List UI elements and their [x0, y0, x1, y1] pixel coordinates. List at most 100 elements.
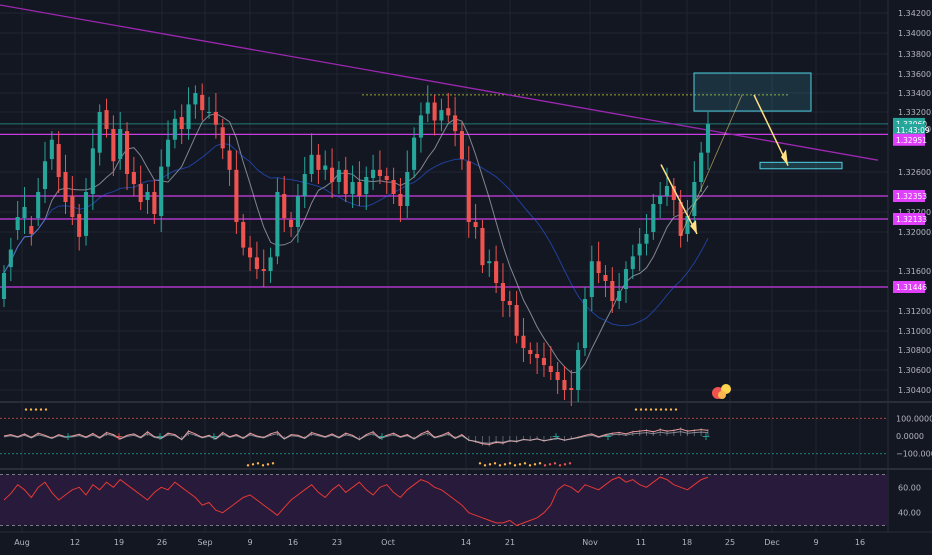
- price-tick-label: 1.34000: [898, 29, 931, 38]
- candle-body: [186, 104, 191, 129]
- candle-body: [1, 273, 7, 299]
- candle-body: [473, 222, 478, 227]
- candles: [1, 83, 711, 406]
- candle-body: [36, 192, 41, 218]
- candle-body: [699, 152, 704, 182]
- projection-arrow-down[interactable]: [753, 94, 789, 166]
- candle-body: [248, 247, 253, 258]
- projection-arrows[interactable]: [660, 94, 789, 237]
- price-tick-label: 1.34200: [898, 9, 931, 18]
- price-tag-label: 1.32133: [896, 215, 927, 224]
- candle-body: [623, 269, 629, 289]
- price-tag[interactable]: [893, 281, 925, 293]
- candle-body: [200, 94, 205, 111]
- candle-body: [466, 161, 471, 222]
- price-tick-label: 1.32200: [898, 208, 931, 217]
- zones[interactable]: [693, 72, 843, 170]
- price-tick-label: 1.30600: [898, 366, 931, 375]
- candle-body: [275, 192, 280, 257]
- candle-body: [494, 261, 499, 283]
- time-tick-label: 11: [636, 538, 646, 547]
- osc-cross-marker: +: [63, 430, 72, 443]
- oscillator-pane: + + + + + + + +: [0, 408, 888, 467]
- osc-dot-lower: [498, 464, 502, 467]
- target-zone[interactable]: [759, 161, 843, 170]
- osc-dot-lower: [256, 462, 260, 465]
- candle-body: [63, 172, 68, 202]
- price-tick-label: 1.32000: [898, 228, 931, 237]
- candle-body: [282, 194, 287, 218]
- time-tick-label: 16: [288, 538, 298, 547]
- candle-body: [15, 217, 20, 230]
- candle-body: [425, 102, 430, 114]
- time-tick-label: 12: [70, 538, 80, 547]
- osc-cross-marker: +: [603, 430, 612, 443]
- candle-body: [596, 261, 601, 273]
- candle-body: [371, 169, 376, 178]
- badge-circle: [718, 391, 726, 399]
- price-tag-label: 11:43:09: [896, 126, 930, 135]
- candle-body: [412, 137, 417, 170]
- candle-body: [644, 233, 649, 244]
- candle-body: [398, 194, 403, 206]
- candle-body: [90, 148, 95, 194]
- time-tick-label: 23: [332, 538, 342, 547]
- candle-body: [630, 256, 635, 270]
- candle-body: [145, 192, 150, 200]
- time-tick-label: Sep: [197, 538, 212, 547]
- arrowhead: [781, 149, 788, 166]
- candle-body: [480, 228, 485, 266]
- osc-dot-upper: [659, 408, 663, 411]
- price-tag[interactable]: [893, 190, 925, 202]
- candle-body: [206, 112, 212, 113]
- candle-body: [350, 182, 355, 194]
- descending-trendline[interactable]: [0, 4, 879, 161]
- price-tag[interactable]: [893, 133, 925, 146]
- osc-dot-lower: [568, 462, 572, 465]
- price-tick-label: 1.31200: [898, 307, 931, 316]
- price-tick-label: 1.30400: [898, 386, 931, 395]
- trendlines[interactable]: [0, 4, 879, 161]
- horizontal-levels[interactable]: [0, 94, 888, 288]
- candle-body: [83, 192, 89, 236]
- candle-body: [603, 275, 608, 281]
- candle-body: [213, 112, 218, 125]
- price-tag-label: 1.31446: [896, 283, 927, 292]
- candle-body: [56, 144, 61, 177]
- osc-cross-marker: +: [155, 430, 164, 443]
- osc-dot-upper: [44, 408, 48, 411]
- candle-body: [165, 139, 171, 167]
- time-tick-label: 21: [505, 538, 515, 547]
- arrowhead: [690, 220, 697, 234]
- price-tag[interactable]: [893, 124, 925, 137]
- ma-20-line: [3, 142, 709, 327]
- time-axis[interactable]: Aug 12 19 26 Sep 9 16 23 Oct 14 21 Nov 11 18 25 Dec 9 16: [0, 531, 932, 547]
- price-tag[interactable]: [893, 117, 925, 130]
- candle-body: [377, 169, 382, 176]
- osc-signal-line: [3, 431, 709, 444]
- candle-body: [124, 131, 130, 174]
- candle-body: [589, 261, 594, 297]
- candle-body: [22, 207, 27, 218]
- candle-body: [521, 335, 526, 349]
- candle-body: [651, 204, 656, 232]
- candle-body: [77, 214, 82, 237]
- candle-body: [343, 169, 348, 194]
- candle-body: [487, 261, 492, 264]
- osc-dot-lower: [488, 463, 492, 466]
- osc-cross-marker: +: [701, 430, 710, 443]
- candle-body: [432, 102, 437, 121]
- projection-path-up[interactable]: [680, 94, 743, 237]
- candle-body: [555, 372, 560, 380]
- price-axis[interactable]: 1.34200 1.34000 1.33800 1.33600 1.33400 1.332…: [893, 9, 932, 518]
- price-tag[interactable]: [893, 213, 925, 225]
- rsi-pane: [3, 476, 709, 527]
- resistance-zone[interactable]: [693, 72, 812, 112]
- osc-dot-lower: [528, 464, 532, 467]
- candle-body: [391, 180, 396, 194]
- price-tick-label: 1.33800: [898, 50, 931, 59]
- past-arrow-down[interactable]: [660, 164, 698, 235]
- candle-body: [104, 110, 109, 129]
- rsi-line: [3, 476, 709, 527]
